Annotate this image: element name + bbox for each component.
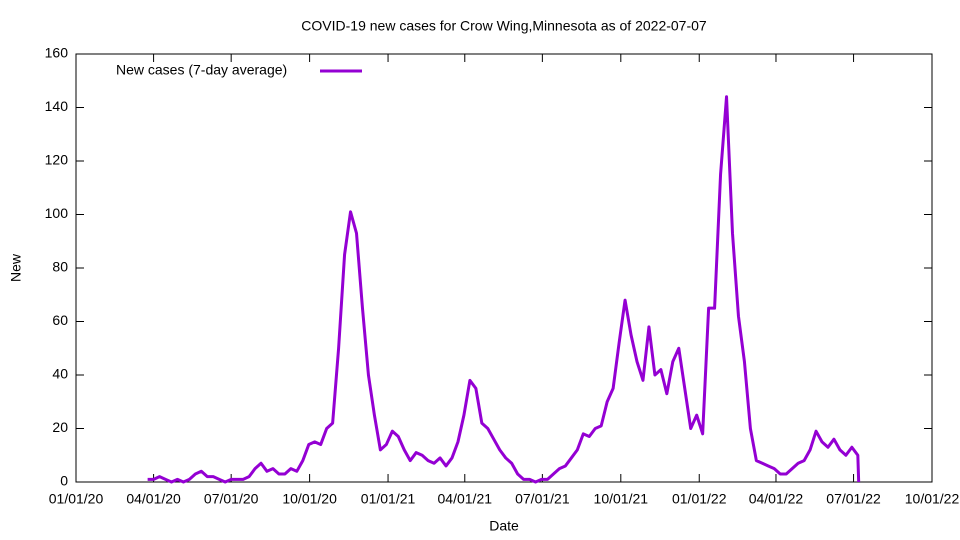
plot-border (75, 53, 933, 483)
x-tick-label: 10/01/20 (282, 491, 337, 507)
y-tick-label: 40 (52, 366, 68, 382)
x-tick-label: 04/01/22 (749, 491, 804, 507)
chart-title: COVID-19 new cases for Crow Wing,Minneso… (301, 18, 707, 34)
x-tick-label: 04/01/20 (126, 491, 181, 507)
y-tick-label: 80 (52, 259, 68, 275)
x-tick-label: 01/01/21 (361, 491, 416, 507)
x-tick-label: 07/01/22 (826, 491, 881, 507)
x-tick-label: 01/01/22 (672, 491, 727, 507)
y-tick-label: 120 (45, 152, 69, 168)
y-tick-label: 20 (52, 419, 68, 435)
series-line (147, 95, 861, 484)
x-tick-label: 07/01/21 (515, 491, 570, 507)
y-tick-label: 60 (52, 312, 68, 328)
y-tick-label: 0 (60, 473, 68, 489)
y-axis-label: New (8, 253, 24, 282)
x-tick-label: 01/01/20 (49, 491, 104, 507)
y-tick-label: 100 (45, 205, 69, 221)
y-tick-label: 160 (45, 45, 69, 61)
x-tick-label: 10/01/22 (905, 491, 960, 507)
x-axis-label: Date (489, 518, 519, 534)
x-tick-label: 10/01/21 (594, 491, 649, 507)
legend-label: New cases (7-day average) (116, 62, 287, 78)
x-tick-label: 07/01/20 (204, 491, 259, 507)
x-tick-label: 04/01/21 (438, 491, 493, 507)
y-tick-label: 140 (45, 98, 69, 114)
